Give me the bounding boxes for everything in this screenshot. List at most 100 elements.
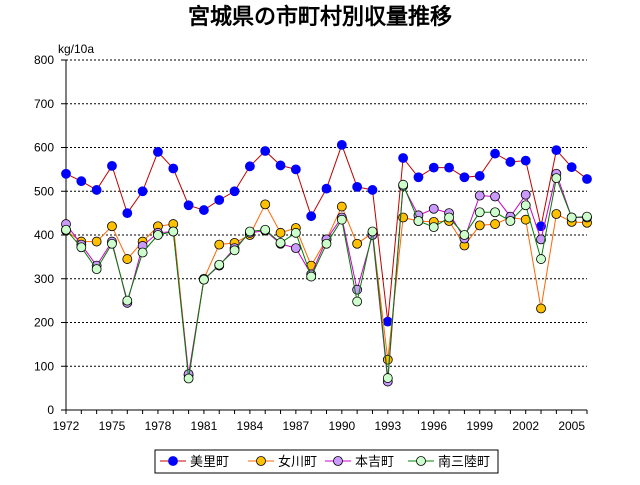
data-point xyxy=(321,183,332,194)
data-point xyxy=(505,157,516,167)
data-point xyxy=(382,354,393,365)
legend-item: 美里町 xyxy=(160,455,229,470)
data-point xyxy=(214,195,225,205)
legend-marker xyxy=(416,456,426,466)
data-point xyxy=(61,168,71,179)
data-point xyxy=(107,221,117,232)
data-point xyxy=(153,230,163,240)
x-tick-label: 2005 xyxy=(558,419,585,433)
data-point xyxy=(306,271,317,282)
data-point xyxy=(505,216,516,226)
x-tick-label: 1972 xyxy=(53,419,80,433)
data-point xyxy=(229,245,240,256)
data-point xyxy=(520,189,531,200)
x-tick-labels: 1972 1975 1978 1981 1984 1987 1990 1993 1996 1999… xyxy=(53,419,586,433)
data-point xyxy=(61,224,71,235)
data-point xyxy=(474,171,485,181)
data-point xyxy=(290,243,301,254)
y-tick-label: 200 xyxy=(34,316,54,330)
data-point xyxy=(76,176,87,187)
series-1 xyxy=(61,139,592,327)
data-point xyxy=(490,219,500,229)
data-point xyxy=(275,227,286,238)
y-tick-label: 300 xyxy=(34,272,54,286)
legend-label: 南三陸町 xyxy=(438,454,490,470)
series-line xyxy=(65,171,587,382)
data-point xyxy=(352,181,363,192)
y-tick-label: 100 xyxy=(34,359,54,373)
data-point xyxy=(352,296,363,307)
y-axis-unit-label: kg/10a xyxy=(58,42,94,56)
data-point xyxy=(91,185,102,195)
legend-label: 美里町 xyxy=(190,455,229,470)
data-point xyxy=(428,222,439,233)
data-point xyxy=(367,185,378,195)
data-point xyxy=(91,236,102,247)
legend-marker xyxy=(256,456,266,466)
y-tick-label: 700 xyxy=(34,97,54,111)
data-point xyxy=(398,179,409,190)
data-point xyxy=(122,295,133,306)
chart-title: 宮城県の市町村別収量推移 xyxy=(188,4,452,30)
series-2 xyxy=(61,199,592,380)
data-point xyxy=(199,274,209,285)
data-point xyxy=(551,209,562,219)
legend-item: 南三陸町 xyxy=(408,454,490,470)
data-point xyxy=(290,227,301,238)
legend-item: 女川町 xyxy=(248,454,317,470)
x-tick-label: 1999 xyxy=(466,419,493,433)
data-point xyxy=(352,238,363,249)
x-tick-label: 1993 xyxy=(374,419,401,433)
data-point xyxy=(490,148,500,159)
x-tick-label: 2002 xyxy=(512,419,539,433)
data-point xyxy=(382,316,393,327)
data-point xyxy=(321,238,332,249)
data-point xyxy=(444,212,454,223)
y-tick-label: 0 xyxy=(47,403,54,417)
data-point xyxy=(398,153,409,163)
legend-marker xyxy=(333,456,343,466)
data-point xyxy=(428,203,439,214)
data-point xyxy=(137,247,148,258)
data-point xyxy=(244,226,255,237)
data-point xyxy=(229,186,240,197)
data-point xyxy=(199,205,209,215)
data-point xyxy=(551,173,562,184)
data-point xyxy=(428,162,439,173)
data-point xyxy=(413,216,424,226)
data-point xyxy=(275,160,286,171)
y-tick-labels: 0 100 200 300 400 500 600 700 800 xyxy=(34,53,54,417)
series-line xyxy=(65,143,588,322)
data-point xyxy=(536,254,546,264)
data-point xyxy=(566,162,577,173)
data-point xyxy=(306,211,317,222)
data-point xyxy=(520,155,531,166)
data-point xyxy=(137,186,148,197)
series-layer xyxy=(61,139,592,387)
y-tick-label: 400 xyxy=(34,228,54,242)
data-point xyxy=(244,161,255,172)
data-point xyxy=(275,237,286,248)
data-point xyxy=(168,226,179,237)
data-point xyxy=(520,200,531,211)
data-point xyxy=(490,191,500,202)
data-point xyxy=(444,162,454,173)
y-tick-label: 800 xyxy=(34,53,54,67)
data-point xyxy=(214,239,225,250)
data-point xyxy=(91,264,102,275)
legend-label: 本吉町 xyxy=(355,455,394,470)
data-point xyxy=(336,201,347,212)
data-point xyxy=(107,238,117,249)
legend-item: 本吉町 xyxy=(325,455,394,470)
data-point xyxy=(168,163,179,174)
series-line xyxy=(65,203,588,376)
data-point xyxy=(107,160,117,171)
data-point xyxy=(582,174,592,184)
data-point xyxy=(153,146,163,157)
data-point xyxy=(183,200,194,211)
data-point xyxy=(474,220,485,231)
data-point xyxy=(122,254,133,264)
data-point xyxy=(290,164,301,175)
data-point xyxy=(536,303,546,314)
